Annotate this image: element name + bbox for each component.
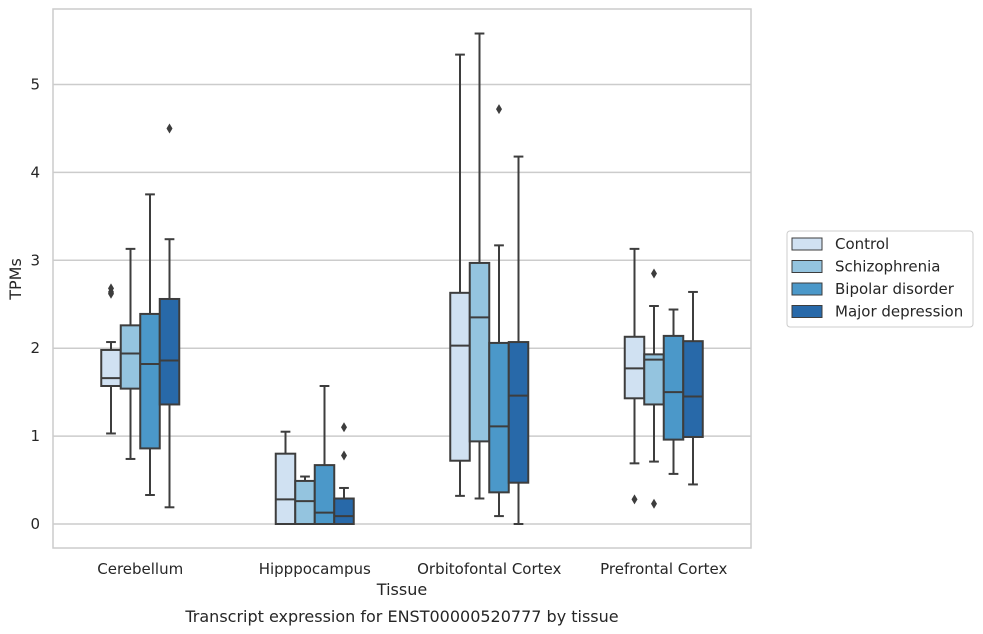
legend-label: Major depression bbox=[835, 303, 963, 321]
x-axis-title: Tissue bbox=[376, 580, 427, 599]
box-body bbox=[662, 334, 685, 441]
box-body bbox=[119, 324, 142, 390]
box-body bbox=[294, 479, 316, 525]
outlier-point bbox=[341, 450, 347, 461]
box-body bbox=[139, 312, 161, 450]
legend-label: Bipolar disorder bbox=[835, 280, 955, 298]
legend-entries: Control Schizophrenia Bipolar disorder Majo… bbox=[791, 235, 963, 321]
y-tick-label: 2 bbox=[30, 339, 40, 357]
box-body bbox=[682, 340, 704, 438]
outlier-point bbox=[631, 494, 638, 505]
chart-caption: Transcript expression for ENST0000052077… bbox=[184, 607, 618, 626]
plot-area bbox=[52, 8, 752, 549]
outlier-point bbox=[341, 422, 347, 433]
outlier-point bbox=[108, 283, 114, 294]
x-tick-label: Cerebellum bbox=[97, 560, 183, 578]
box-0-3 bbox=[158, 123, 181, 509]
box-body bbox=[333, 497, 355, 526]
y-tick-label: 4 bbox=[30, 163, 40, 181]
x-tick-label: Orbitofontal Cortex bbox=[417, 560, 561, 578]
box-body bbox=[468, 261, 491, 443]
outlier-point bbox=[651, 498, 657, 509]
x-tick-label: Hipppocampus bbox=[259, 560, 371, 578]
y-axis-title: TPMs bbox=[6, 258, 25, 301]
y-tick-label: 1 bbox=[30, 427, 40, 445]
legend: Control Schizophrenia Bipolar disorder Majo… bbox=[786, 230, 974, 328]
legend-swatch bbox=[791, 282, 823, 296]
y-tick-label: 0 bbox=[30, 515, 40, 533]
legend-swatch bbox=[791, 237, 823, 251]
outlier-point bbox=[496, 104, 502, 115]
box-body bbox=[449, 291, 471, 462]
box-0-1 bbox=[119, 247, 142, 460]
y-tick-labels: 0 1 2 3 4 5 bbox=[30, 76, 40, 534]
box-1-2 bbox=[313, 384, 336, 525]
box-body bbox=[507, 341, 530, 484]
outlier-point bbox=[166, 123, 173, 134]
legend-swatch bbox=[791, 260, 823, 273]
box-1-3 bbox=[333, 422, 355, 526]
box-3-1 bbox=[643, 268, 665, 509]
box-2-0 bbox=[449, 53, 471, 497]
box-body bbox=[643, 353, 665, 406]
legend-swatch bbox=[791, 305, 823, 318]
legend-label: Schizophrenia bbox=[835, 258, 940, 276]
outlier-point bbox=[651, 268, 657, 279]
box-body bbox=[100, 348, 122, 387]
box-1-1 bbox=[294, 475, 316, 525]
box-3-3 bbox=[682, 290, 704, 486]
legend-frame bbox=[786, 230, 974, 328]
x-tick-label: Prefrontal Cortex bbox=[600, 560, 727, 578]
box-2-3 bbox=[507, 155, 530, 525]
box-body bbox=[488, 341, 510, 494]
legend-label: Control bbox=[835, 235, 889, 253]
y-tick-label: 5 bbox=[30, 76, 40, 94]
box-body bbox=[158, 297, 181, 406]
boxes bbox=[100, 32, 704, 526]
box-body bbox=[313, 464, 336, 525]
x-tick-labels: Cerebellum Hipppocampus Orbitofontal Corte… bbox=[97, 560, 727, 578]
box-body bbox=[274, 452, 297, 525]
y-tick-label: 3 bbox=[30, 251, 40, 269]
box-0-0 bbox=[100, 283, 122, 435]
